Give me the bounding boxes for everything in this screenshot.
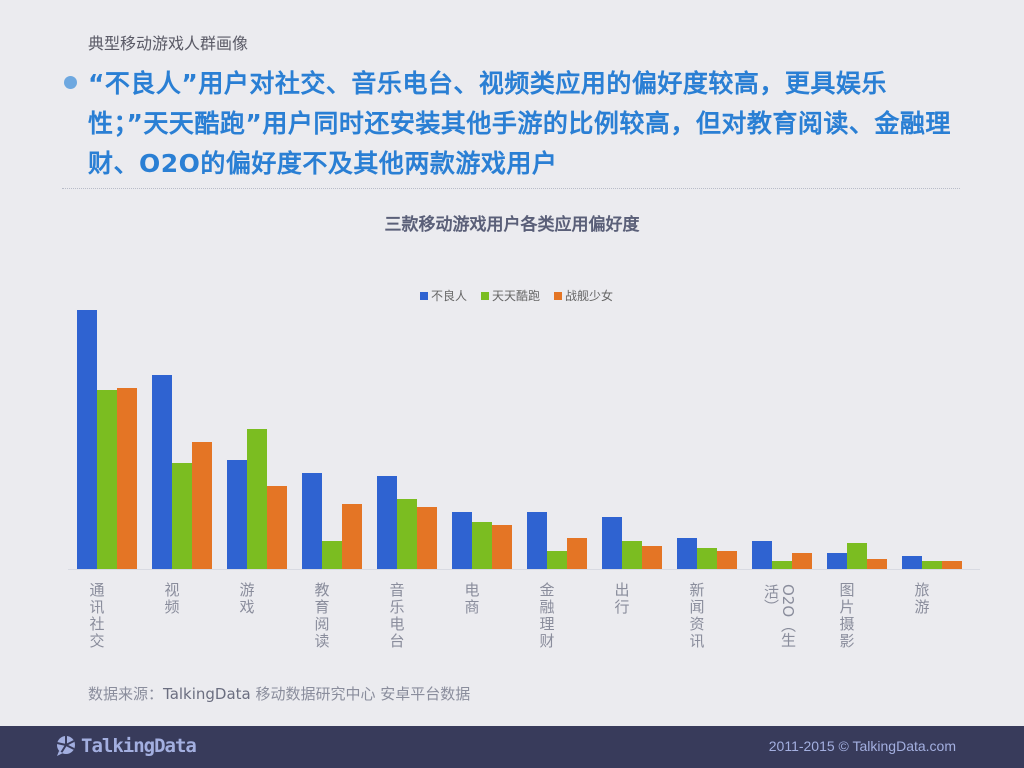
bar [227,460,247,569]
bar [622,541,642,569]
bar [567,538,587,569]
bar-group [77,310,137,569]
bar [417,507,437,569]
bar-group [302,473,362,569]
source-suffix: 移动数据研究中心 安卓平台数据 [250,685,471,703]
chart-legend: 不良人 天天酷跑 战舰少女 [420,287,613,304]
section-title: 典型移动游戏人群画像 [88,34,249,53]
legend-item-2: 天天酷跑 [481,287,540,304]
legend-item-1: 不良人 [420,287,467,304]
bar [697,548,717,569]
bar [847,543,867,569]
bar [77,310,97,569]
headline: “不良人”用户对社交、音乐电台、视频类应用的偏好度较高，更具娱乐性；”天天酷跑”… [60,64,960,184]
bar [377,476,397,569]
footer-bar: TalkingData 2011-2015 © TalkingData.com [0,726,1024,768]
x-axis-label: 新闻资讯 [689,581,705,650]
bar-group [152,375,212,569]
bar [922,561,942,569]
logo-icon [56,736,75,756]
bar-group [527,512,587,569]
bar [752,541,772,569]
legend-label: 天天酷跑 [492,289,541,303]
x-axis-label: 通讯社交 [89,581,105,650]
x-axis-label: 图片摄影 [839,581,855,650]
bar [772,561,792,569]
chart-title: 三款移动游戏用户各类应用偏好度 [384,215,640,235]
bar-group [902,556,962,569]
x-axis-label: 电商 [464,581,480,616]
bar-group [377,476,437,569]
bar [397,499,417,569]
legend-label: 不良人 [431,289,468,303]
bar [717,551,737,569]
bar-group [227,429,287,569]
bar [902,556,922,569]
legend-swatch-green-icon [481,291,490,300]
x-axis-label: 旅游 [914,581,930,616]
dotted-divider [62,188,960,189]
x-axis-label: 游戏 [239,581,255,616]
bar [942,561,962,569]
bar [97,390,117,569]
bar [192,442,212,569]
bullet-icon [64,76,77,89]
x-axis-label: 出行 [614,581,630,616]
bar [827,553,847,569]
legend-label: 战舰少女 [565,289,614,303]
bar [322,541,342,569]
source-brand: TalkingData [163,685,251,703]
bar [527,512,547,569]
bar [547,551,567,569]
x-axis-labels: 通讯社交 视频 游戏 教育阅读 音乐电台 电商 金融理财 出行 新闻资讯 O2O（生活） 图片摄影 旅… [68,580,980,660]
bar [472,522,492,569]
bar [642,546,662,569]
data-source-note: 数据来源：TalkingData 移动数据研究中心 安卓平台数据 [88,683,470,704]
bar [267,486,287,569]
talkingdata-logo: TalkingData [55,735,197,757]
x-axis-label: 视频 [164,581,180,616]
legend-item-3: 战舰少女 [554,287,613,304]
legend-swatch-blue-icon [420,291,428,300]
bar [247,429,267,569]
x-axis-label: 金融理财 [539,581,555,650]
source-prefix: 数据来源： [88,685,164,703]
bar [152,375,172,569]
bar-group [677,538,737,569]
bar-group [827,543,887,569]
bar-group [452,512,512,569]
bar [492,525,512,569]
bar [117,388,137,569]
chart-plot-area [68,300,980,570]
bar [602,517,622,569]
headline-text: “不良人”用户对社交、音乐电台、视频类应用的偏好度较高，更具娱乐性；”天天酷跑”… [88,69,951,178]
x-axis-label: O2O（生活） [762,584,797,648]
bar [452,512,472,569]
bar [867,559,887,569]
bar [302,473,322,569]
bar-group [752,541,812,569]
bar-group [602,517,662,569]
bar [172,463,192,569]
logo-text: TalkingData [81,735,197,757]
bar [792,553,812,569]
copyright-text: 2011-2015 © TalkingData.com [768,738,956,754]
bar [677,538,697,569]
x-axis-baseline [68,569,980,570]
x-axis-label: 音乐电台 [389,581,405,650]
x-axis-label: 教育阅读 [314,581,330,650]
legend-swatch-orange-icon [554,291,563,300]
bar [342,504,362,569]
